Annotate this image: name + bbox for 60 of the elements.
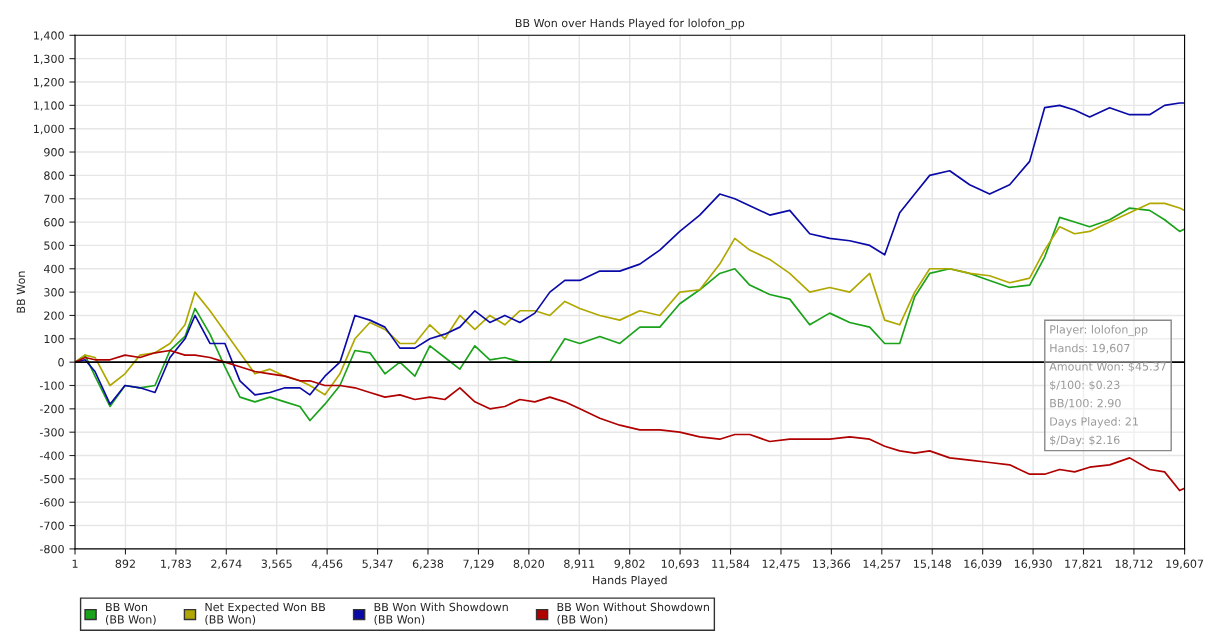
- y-tick-label: 800: [44, 171, 64, 180]
- x-tick-label: 16,039: [964, 559, 1002, 570]
- annotation: Days Played: 21: [1050, 417, 1138, 428]
- legend-label: BB Won (BB Won): [105, 602, 156, 625]
- x-tick-label: 1: [72, 559, 78, 568]
- y-tick-label: 1,300: [34, 54, 64, 65]
- x-tick-label: 7,129: [463, 559, 494, 570]
- y-tick-label: -300: [39, 428, 64, 437]
- annotation: Player: lolofon_pp: [1050, 325, 1148, 337]
- y-tick-label: 200: [44, 311, 64, 320]
- y-tick-label: -400: [39, 451, 64, 460]
- y-tick-label: 1,000: [34, 124, 64, 135]
- y-tick-label: -100: [39, 381, 64, 390]
- annotation: BB/100: 2.90: [1050, 398, 1121, 409]
- y-tick-label: -600: [39, 498, 64, 507]
- y-tick-label: 100: [44, 334, 64, 344]
- legend-label: Net Expected Won BB (BB Won): [205, 602, 325, 625]
- annotation: Amount Won: $45.37: [1049, 362, 1166, 373]
- y-tick-label: -200: [39, 404, 64, 414]
- x-tick-label: 17,821: [1065, 559, 1102, 570]
- y-tick-label: 1,400: [34, 31, 64, 41]
- x-tick-label: 15,148: [914, 559, 951, 570]
- x-axis-title: Hands Played: [593, 575, 667, 587]
- x-tick-label: 13,366: [813, 559, 851, 570]
- legend-label: BB Won Without Showdown (BB Won): [557, 602, 709, 625]
- annotation: $/Day: $2.16: [1050, 435, 1120, 447]
- chart-title: BB Won over Hands Played for lolofon_pp: [515, 18, 745, 30]
- y-tick-label: 600: [44, 218, 64, 227]
- y-tick-label: 1,100: [34, 101, 64, 111]
- y-axis-title: BB Won: [16, 271, 26, 313]
- x-tick-label: 892: [115, 559, 135, 568]
- annotation: Hands: 19,607: [1050, 343, 1130, 354]
- y-tick-label: 300: [44, 288, 64, 297]
- x-tick-label: 4,456: [311, 559, 343, 570]
- x-tick-label: 14,257: [863, 559, 901, 570]
- legend-label: BB Won With Showdown (BB Won): [374, 602, 508, 625]
- y-tick-label: -500: [39, 474, 64, 484]
- x-tick-label: 6,238: [412, 559, 444, 570]
- x-tick-label: 8,020: [513, 559, 545, 570]
- x-tick-label: 18,712: [1115, 559, 1153, 570]
- x-tick-label: 12,475: [762, 559, 800, 570]
- x-tick-label: 1,783: [161, 559, 191, 570]
- annotation: $/100: $0.23: [1050, 380, 1120, 391]
- x-tick-label: 3,565: [261, 559, 292, 570]
- x-tick-label: 19,607: [1166, 559, 1204, 570]
- x-tick-label: 2,674: [211, 559, 242, 570]
- x-tick-label: 10,693: [661, 559, 699, 570]
- x-tick-label: 16,930: [1014, 559, 1052, 570]
- y-tick-label: 700: [44, 194, 64, 204]
- x-tick-label: 8,911: [564, 559, 595, 570]
- y-tick-label: -700: [39, 521, 64, 530]
- y-tick-label: 400: [43, 264, 64, 274]
- y-tick-label: 900: [44, 148, 64, 157]
- x-tick-label: 5,347: [362, 559, 393, 570]
- y-tick-label: 0: [58, 358, 64, 367]
- y-tick-label: 1,200: [34, 77, 64, 88]
- x-tick-label: 9,802: [614, 559, 645, 570]
- y-tick-label: -800: [39, 544, 64, 554]
- y-tick-label: 500: [44, 241, 64, 250]
- x-tick-label: 11,584: [712, 559, 750, 570]
